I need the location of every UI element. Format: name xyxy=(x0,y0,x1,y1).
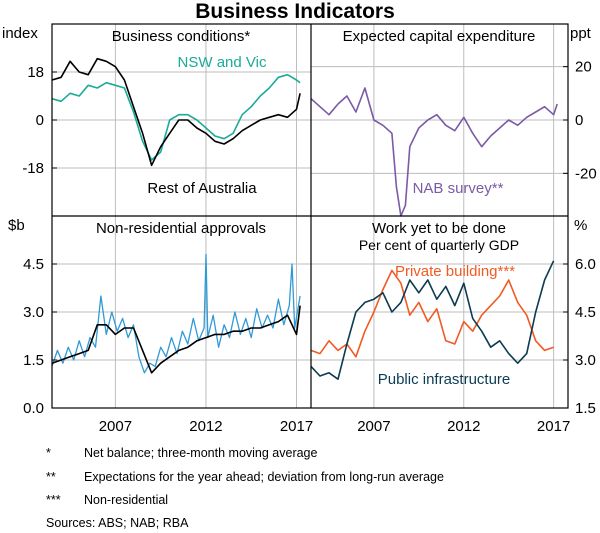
rest-of-australia-line xyxy=(51,57,301,167)
y-tick-label: 3.0 xyxy=(575,352,596,369)
right-unit-label: % xyxy=(574,217,587,234)
y-tick-label: 3.0 xyxy=(23,304,44,321)
y-tick-label: 6.0 xyxy=(575,256,596,273)
footnote-mark: * xyxy=(46,446,51,460)
footnote-text: Non-residential xyxy=(84,493,168,507)
x-tick-label: 2007 xyxy=(99,418,132,435)
x-tick-label: 2007 xyxy=(357,418,390,435)
nsw-and-vic-line xyxy=(51,73,301,161)
y-tick-label: 4.5 xyxy=(23,256,44,273)
chart-frame xyxy=(51,23,569,409)
nab-survey-line xyxy=(310,87,558,217)
series-label: NAB survey** xyxy=(413,180,504,197)
panel-title: Business conditions* xyxy=(112,28,251,45)
series-label: Private building*** xyxy=(395,263,515,280)
panel-subtitle: Per cent of quarterly GDP xyxy=(359,237,519,253)
y-tick-label: 0.0 xyxy=(23,400,44,417)
panel-title: Non-residential approvals xyxy=(96,220,266,237)
left-unit-label: $b xyxy=(8,217,25,234)
footnote-mark: ** xyxy=(46,470,56,484)
sources-note: Sources: ABS; NAB; RBA xyxy=(46,516,189,530)
footnote-mark: *** xyxy=(46,493,61,507)
y-tick-label: 18 xyxy=(27,64,44,81)
right-unit-label: ppt xyxy=(570,25,592,42)
panel-title: Work yet to be done xyxy=(372,220,506,237)
chart-text: 18 0 -18 20 0 -20 4.5 3.0 1.5 0.0 6.0 4.5 3.0 1.5 inde… xyxy=(2,25,597,435)
y-tick-label: -20 xyxy=(575,165,597,182)
left-unit-label: index xyxy=(2,25,38,42)
footnote-text: Net balance; three-month moving average xyxy=(84,446,318,460)
x-tick-label: 2012 xyxy=(447,418,480,435)
series-label: NSW and Vic xyxy=(178,54,267,71)
private-building-line xyxy=(310,269,554,358)
y-tick-label: 4.5 xyxy=(575,304,596,321)
footnote-text: Expectations for the year ahead; deviati… xyxy=(84,470,444,484)
y-tick-label: 20 xyxy=(575,59,592,76)
series-label: Rest of Australia xyxy=(147,180,257,197)
x-tick-label: 2012 xyxy=(189,418,222,435)
footnotes: * Net balance; three-month moving average… xyxy=(46,446,444,530)
x-tick-label: 2017 xyxy=(537,418,570,435)
public-infrastructure-line xyxy=(310,260,555,381)
y-tick-label: 0 xyxy=(575,112,583,129)
y-tick-label: 0 xyxy=(36,112,44,129)
trend-line xyxy=(51,305,301,374)
series-label: Public infrastructure xyxy=(378,371,511,388)
gridlines xyxy=(52,24,568,408)
y-tick-label: 1.5 xyxy=(575,400,596,417)
chart-title: Business Indicators xyxy=(195,0,395,23)
panel-title: Expected capital expenditure xyxy=(343,28,536,45)
x-tick-label: 2017 xyxy=(280,418,313,435)
y-tick-label: 1.5 xyxy=(23,352,44,369)
series-lines xyxy=(51,57,558,381)
y-tick-label: -18 xyxy=(22,160,44,177)
monthly-approvals-line xyxy=(51,253,301,374)
